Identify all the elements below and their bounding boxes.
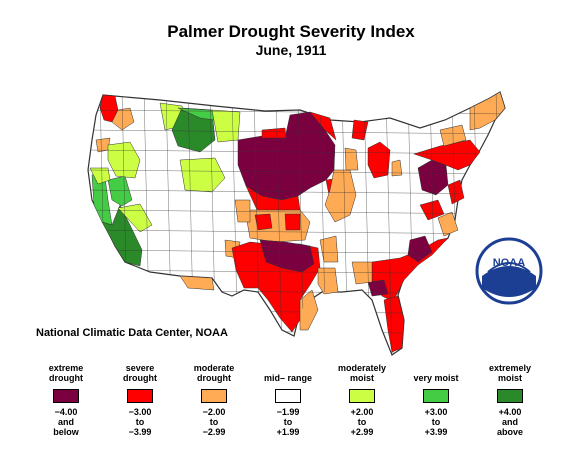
division-line [495, 92, 503, 355]
legend-label: very moist [413, 373, 459, 383]
division-line [88, 149, 505, 155]
region-ca-mod-moist-north [89, 167, 111, 185]
region-co-moderate [234, 199, 251, 223]
division-line [385, 92, 393, 355]
region-ar-moderate [319, 235, 339, 263]
legend-swatch [275, 389, 301, 403]
noaa-logo: NOAA [475, 237, 543, 305]
legend-range: −3.00 to −3.99 [128, 407, 152, 437]
region-nc-moderate [437, 211, 459, 237]
region-tx-moderate-west [179, 275, 215, 291]
region-tx-moderate-east [317, 267, 339, 295]
legend-swatch [349, 389, 375, 403]
legend-item: extremely moist +4.00 and above [470, 361, 550, 437]
legend-item: moderate drought −2.00 to −2.99 [174, 361, 254, 437]
region-mo-moderate [324, 169, 357, 223]
legend-label: extremely moist [488, 363, 532, 383]
legend-item: severe drought −3.00 to −3.99 [100, 361, 180, 437]
legend-item: moderately moist +2.00 to +2.99 [322, 361, 402, 437]
legend-range: −1.99 to +1.99 [276, 407, 300, 437]
region-il-moderate [344, 147, 359, 171]
legend-item: extreme drought −4.00 and below [26, 361, 106, 437]
region-fl-severe [383, 295, 405, 353]
region-nd-severe [261, 127, 287, 139]
region-al-extreme [367, 279, 389, 297]
legend-swatch [423, 389, 449, 403]
region-id-mod-moist [107, 141, 141, 179]
division-line [88, 169, 505, 175]
region-mi-moderate [391, 159, 403, 177]
division-line [88, 229, 505, 235]
map-title: Palmer Drought Severity Index [167, 22, 415, 41]
region-sc-extreme [407, 235, 433, 263]
legend-range: −4.00 and below [53, 407, 79, 437]
legend: extreme drought −4.00 and below severe dro… [40, 361, 560, 441]
map-subtitle: June, 1911 [255, 42, 327, 58]
legend-range: −2.00 to −2.99 [202, 407, 226, 437]
noaa-logo-text: NOAA [493, 257, 525, 269]
division-line [88, 349, 505, 355]
legend-swatch [497, 389, 523, 403]
legend-label: extreme drought [48, 363, 84, 383]
legend-label: severe drought [123, 363, 157, 383]
region-nv-mod-moist [117, 203, 153, 233]
division-line [88, 189, 505, 195]
region-ok-extreme [259, 239, 315, 273]
region-ks-severe-2 [284, 213, 301, 231]
region-wi-severe [351, 119, 369, 141]
legend-swatch [201, 389, 227, 403]
region-ca-ext-moist [101, 204, 143, 267]
division-line [88, 209, 505, 215]
region-tx-moderate-south [299, 289, 319, 331]
legend-item: mid– range −1.99 to +1.99 [248, 361, 328, 437]
legend-item: very moist +3.00 to +3.99 [396, 361, 476, 437]
legend-label: mid– range [263, 373, 312, 383]
region-wy-mod-moist [179, 157, 226, 193]
region-nj-severe [447, 179, 465, 205]
region-mn-severe [309, 111, 337, 141]
legend-range: +3.00 to +3.99 [424, 407, 448, 437]
credit-label: National Climatic Data Center, NOAA [36, 327, 228, 339]
division-line [275, 92, 283, 355]
region-wa-moderate [111, 107, 135, 131]
legend-range: +2.00 to +2.99 [350, 407, 374, 437]
region-va-severe [419, 199, 445, 221]
legend-swatch [127, 389, 153, 403]
division-line [88, 129, 505, 135]
legend-label: moderate drought [193, 363, 235, 383]
region-ga-moderate [351, 261, 373, 285]
legend-swatch [53, 389, 79, 403]
region-ks-severe-1 [254, 213, 273, 231]
legend-range: +4.00 and above [496, 407, 523, 437]
legend-label: moderately moist [337, 363, 387, 383]
